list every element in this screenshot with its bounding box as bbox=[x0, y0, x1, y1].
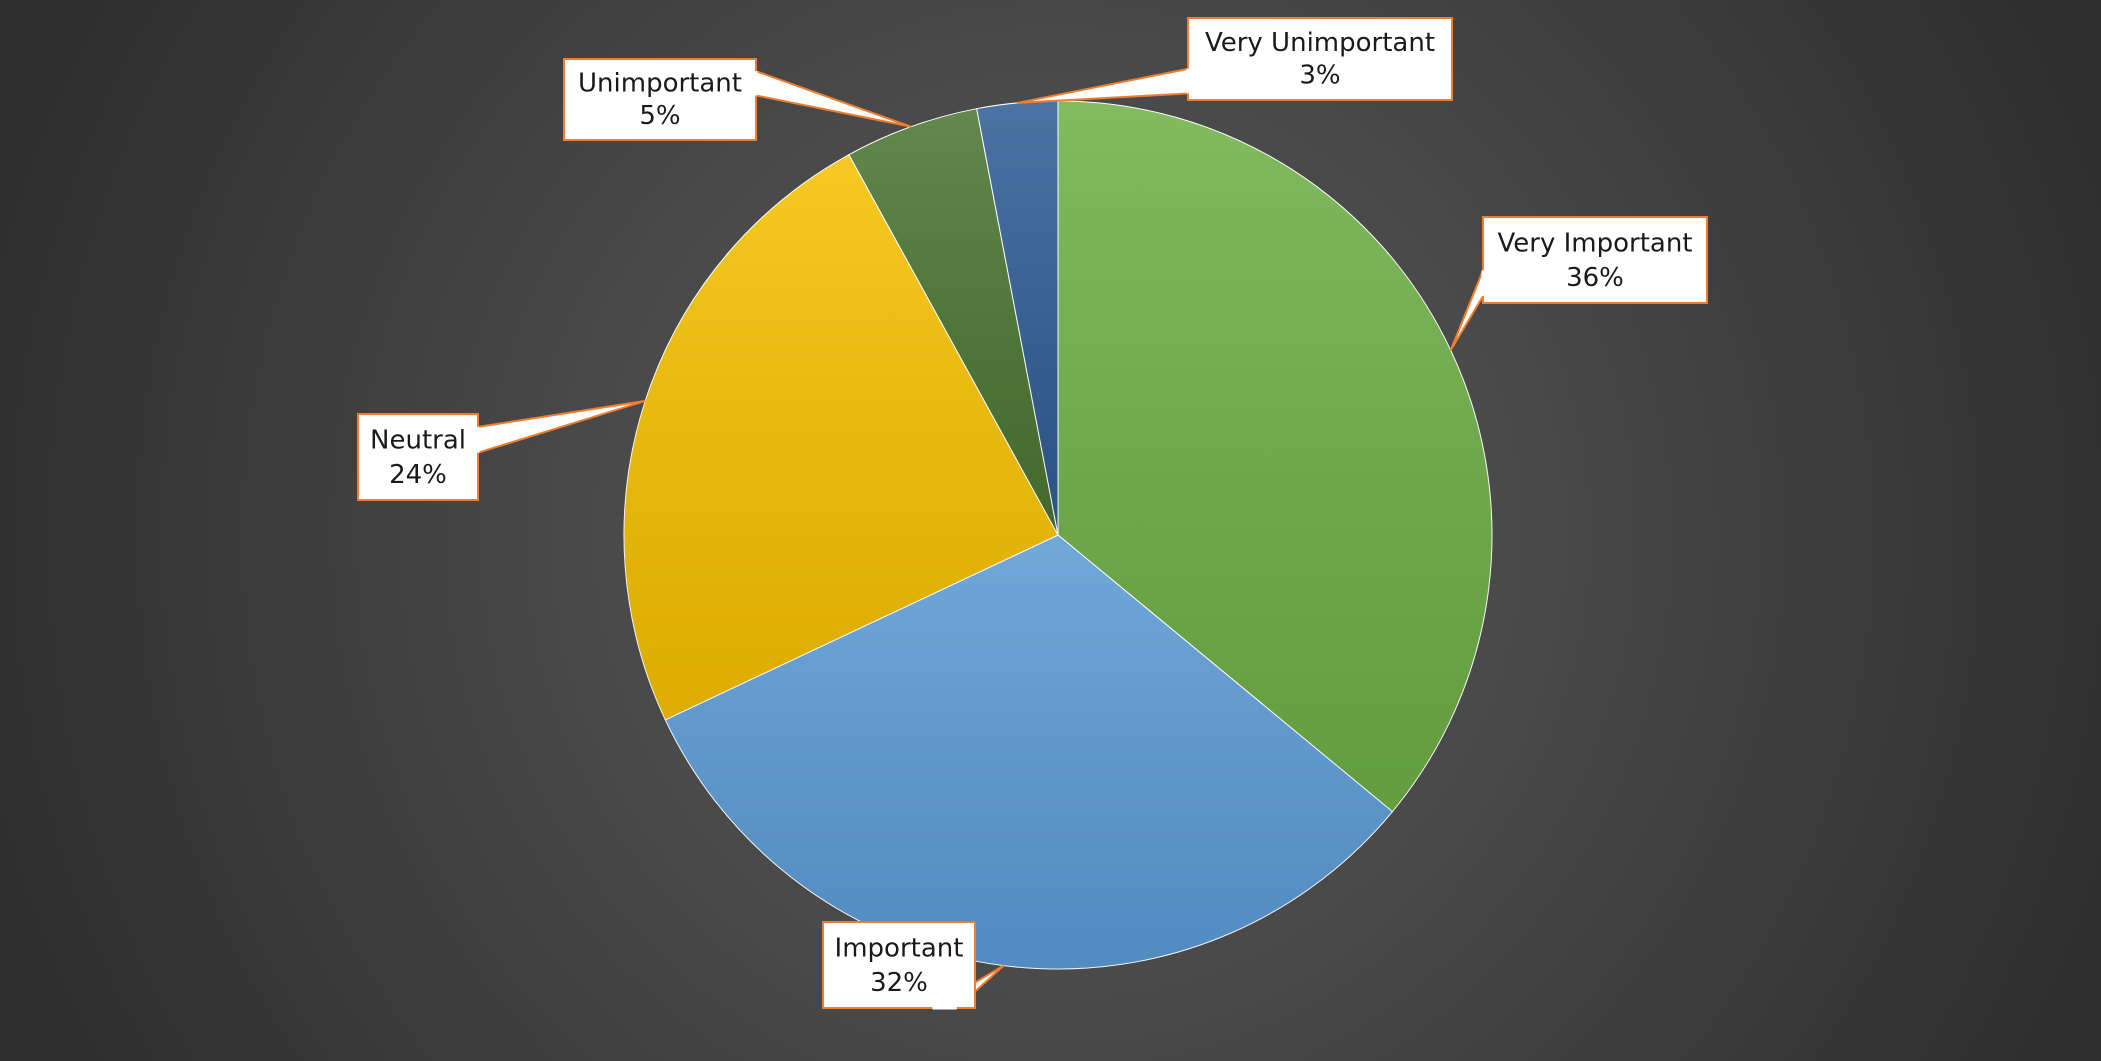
data-label-callout: Very Important 36% bbox=[1449, 216, 1708, 351]
data-label-category: Very Unimportant bbox=[1205, 28, 1435, 58]
data-label-category: Unimportant bbox=[578, 68, 742, 98]
data-label-value: 3% bbox=[1299, 61, 1340, 91]
callout-box bbox=[1482, 216, 1708, 304]
callout-box bbox=[1187, 17, 1453, 101]
callout-leader bbox=[477, 399, 646, 455]
callout-leader bbox=[1016, 67, 1189, 104]
data-label-value: 36% bbox=[1566, 263, 1624, 293]
callout-box bbox=[822, 921, 976, 1009]
data-label-category: Neutral bbox=[370, 425, 466, 455]
data-label-callout: Important 32% bbox=[822, 921, 1005, 1010]
data-label-value: 32% bbox=[870, 968, 928, 998]
data-label-category: Important bbox=[835, 933, 964, 963]
data-label-category: Very Important bbox=[1498, 228, 1693, 258]
callout-leader bbox=[755, 69, 912, 128]
data-label-callout: Neutral 24% bbox=[357, 399, 646, 501]
callout-box bbox=[563, 58, 757, 141]
callout-box bbox=[357, 413, 479, 501]
callout-leader bbox=[1449, 269, 1484, 351]
data-label-value: 5% bbox=[639, 101, 680, 131]
data-label-value: 24% bbox=[389, 460, 447, 490]
